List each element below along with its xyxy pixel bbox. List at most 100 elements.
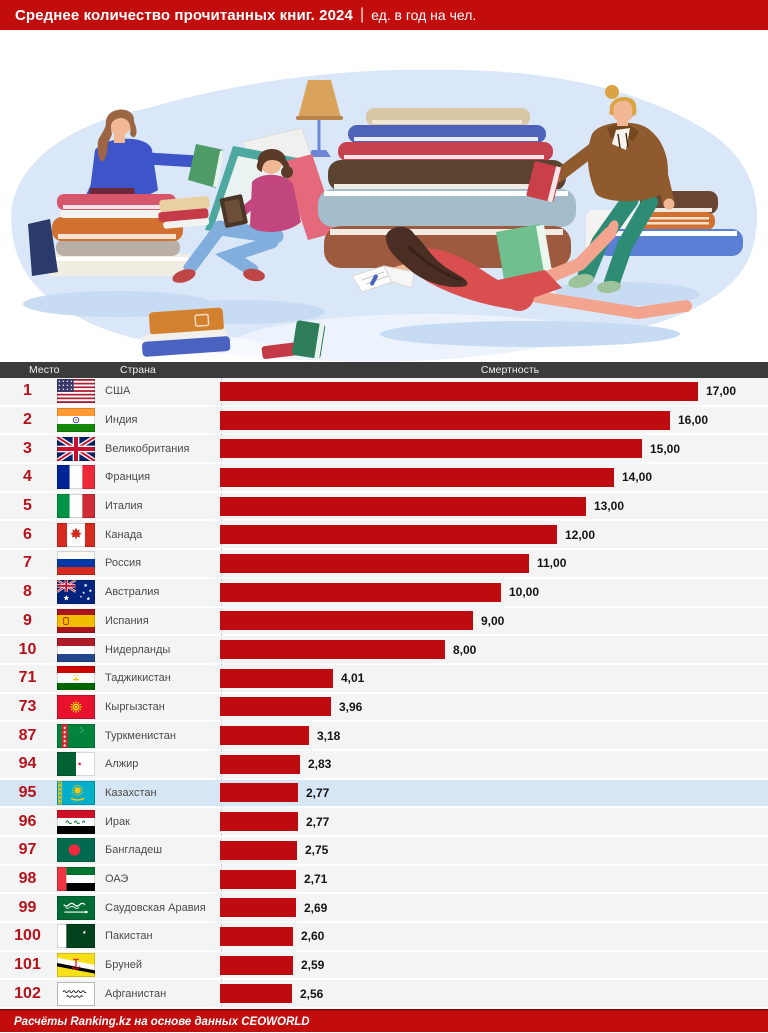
rank-cell: 95 [18, 783, 37, 801]
country-label: Нидерланды [105, 643, 171, 656]
flag-india-icon [57, 408, 95, 433]
bar-area: 2,59 [220, 952, 768, 979]
country-label: Ирак [105, 815, 130, 828]
value-label: 9,00 [481, 613, 505, 628]
flag-spain-icon [57, 608, 95, 633]
bar-area: 4,01 [220, 665, 768, 692]
country-label: Великобритания [105, 442, 190, 455]
rank-cell: 2 [23, 411, 32, 429]
country-label: Бангладеш [105, 844, 163, 857]
table-row: 100 Пакистан 2,60 [0, 923, 768, 950]
table-row: 99 Саудовская Аравия 2,69 [0, 894, 768, 922]
table-row: 101 Бруней 2,59 [0, 951, 768, 979]
bar-area: 12,00 [220, 521, 768, 548]
table-row: 96 Ирак 2,77 [0, 808, 768, 835]
country-label: Казахстан [105, 786, 157, 799]
table-row: 5 Италия 13,00 [0, 492, 768, 520]
value-label: 14,00 [622, 470, 653, 485]
country-label: Индия [105, 414, 138, 427]
table-row-highlighted: 95 Казахстан 2,77 [0, 779, 768, 807]
bar-area: 2,60 [220, 923, 768, 950]
value-label: 4,01 [341, 671, 365, 686]
bar-area: 2,77 [220, 808, 768, 835]
rank-cell: 98 [18, 870, 37, 888]
table-row: 9 Испания 9,00 [0, 607, 768, 635]
value-label: 11,00 [537, 556, 567, 571]
rank-cell: 9 [23, 611, 32, 629]
country-label: Таджикистан [105, 672, 171, 685]
page-title: Среднее количество прочитанных книг. 202… [15, 6, 353, 24]
value-bar [220, 496, 586, 516]
rank-cell: 4 [23, 468, 32, 486]
flag-kyrgyzstan-icon [57, 694, 95, 719]
bar-area: 14,00 [220, 464, 768, 491]
value-label: 3,18 [317, 728, 341, 743]
table-row: 98 ОАЭ 2,71 [0, 865, 768, 893]
rank-cell: 7 [23, 554, 32, 572]
rank-cell: 94 [18, 755, 37, 773]
bar-area: 10,00 [220, 579, 768, 606]
bar-area: 17,00 [220, 378, 768, 405]
footer-bar: Расчёты Ranking.kz на основе данных CEOW… [0, 1009, 768, 1033]
country-label: Испания [105, 614, 149, 627]
source-note: Расчёты Ranking.kz на основе данных CEOW… [14, 1015, 310, 1028]
value-label: 13,00 [594, 499, 625, 514]
value-label: 2,71 [304, 872, 328, 887]
value-bar [220, 754, 300, 774]
flag-brunei-icon [57, 953, 95, 978]
bar-area: 13,00 [220, 493, 768, 520]
rank-cell: 3 [23, 439, 32, 457]
value-bar [220, 582, 501, 602]
value-label: 2,77 [306, 814, 330, 829]
country-label: Туркменистан [105, 729, 176, 742]
flag-usa-icon [57, 379, 95, 404]
country-label: Италия [105, 500, 143, 513]
value-bar [220, 668, 333, 688]
table-row: 2 Индия 16,00 [0, 406, 768, 434]
table-row: 8 Австралия 10,00 [0, 578, 768, 606]
value-label: 12,00 [565, 527, 596, 542]
value-label: 16,00 [678, 413, 709, 428]
flag-france-icon [57, 465, 95, 490]
bar-area: 2,56 [220, 980, 768, 1007]
value-label: 15,00 [650, 441, 681, 456]
rank-cell: 8 [23, 583, 32, 601]
flag-italy-icon [57, 494, 95, 519]
bar-area: 2,75 [220, 837, 768, 864]
rank-cell: 71 [18, 669, 37, 687]
country-label: Франция [105, 471, 151, 484]
rank-cell: 96 [18, 812, 37, 830]
column-header-place: Место [29, 364, 60, 376]
table-row: 10 Нидерланды 8,00 [0, 636, 768, 663]
value-label: 2,60 [301, 929, 325, 944]
bar-area: 8,00 [220, 636, 768, 663]
value-bar [220, 783, 298, 803]
country-label: Пакистан [105, 930, 153, 943]
rank-cell: 10 [18, 640, 37, 658]
value-bar [220, 640, 445, 660]
table-row: 7 Россия 11,00 [0, 550, 768, 577]
country-label: Россия [105, 557, 142, 570]
value-label: 2,75 [305, 843, 329, 858]
value-bar [220, 898, 296, 918]
bar-area: 9,00 [220, 608, 768, 635]
table-row: 87 Туркменистан 3,18 [0, 722, 768, 749]
bar-area: 2,71 [220, 866, 768, 893]
table-row: 3 Великобритания 15,00 [0, 435, 768, 463]
value-bar [220, 955, 293, 975]
bar-area: 11,00 [220, 550, 768, 577]
title-separator: | [359, 6, 365, 23]
value-bar [220, 467, 614, 487]
value-label: 8,00 [453, 642, 477, 657]
flag-algeria-icon [57, 752, 95, 777]
table-row: 1 США 17,00 [0, 378, 768, 405]
value-bar [220, 840, 297, 860]
value-bar [220, 525, 557, 545]
table-row: 97 Бангладеш 2,75 [0, 837, 768, 864]
value-bar [220, 984, 292, 1004]
value-bar [220, 439, 642, 459]
rank-cell: 101 [14, 956, 41, 974]
value-label: 10,00 [509, 585, 540, 600]
flag-uae-icon [57, 867, 95, 892]
